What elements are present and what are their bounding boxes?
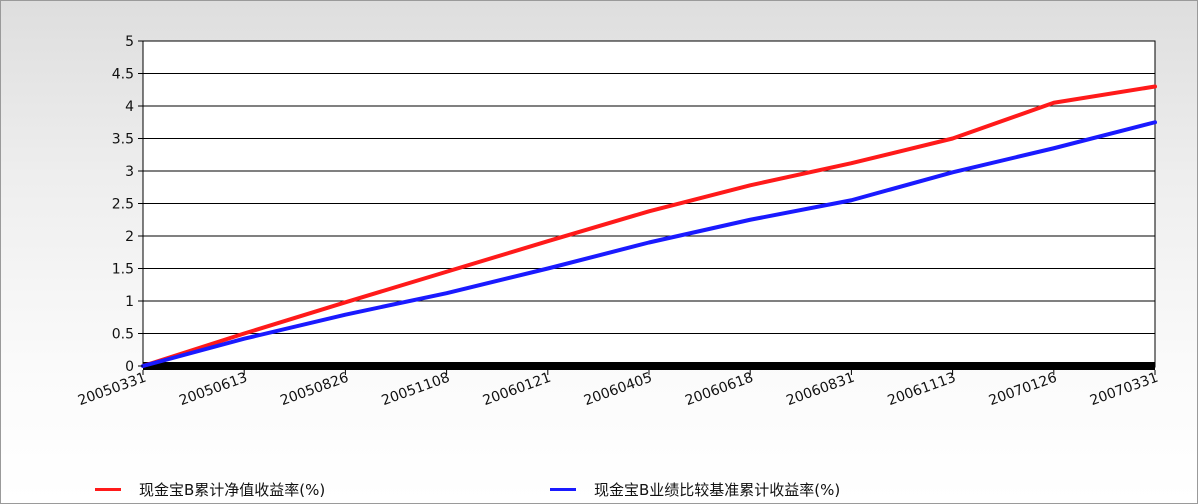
x-tick-label: 20060831 [784, 370, 856, 409]
x-tick-label: 20050613 [177, 370, 249, 409]
data-point-s1-7 [850, 162, 853, 165]
y-tick-label: 4.5 [112, 67, 134, 83]
data-point-s1-3 [445, 270, 448, 273]
legend-item-2: 现金宝B业绩比较基准累计收益率(%) [550, 478, 840, 500]
data-point-s2-6 [749, 218, 752, 221]
x-tick-label: 20060121 [481, 370, 553, 409]
x-tick-label: 20060405 [582, 370, 654, 409]
legend-swatch-blue [550, 488, 576, 491]
x-tick-label: 20050826 [278, 370, 351, 409]
legend-label-2: 现金宝B业绩比较基准累计收益率(%) [594, 479, 840, 500]
legend-label-1: 现金宝B累计净值收益率(%) [139, 479, 325, 500]
data-point-s1-6 [749, 184, 752, 187]
y-tick-label: 4 [125, 99, 134, 115]
y-tick-label: 0.5 [112, 327, 134, 343]
y-tick-label: 2.5 [112, 197, 134, 213]
data-point-s1-5 [648, 210, 651, 213]
x-tick-label: 20060618 [683, 370, 755, 409]
y-tick-label: 5 [125, 34, 134, 50]
data-point-s2-2 [344, 313, 347, 316]
data-point-s2-5 [648, 241, 651, 244]
y-tick-label: 2 [125, 229, 134, 245]
y-tick-label: 1 [125, 294, 134, 310]
data-point-s2-1 [243, 337, 246, 340]
data-point-s2-4 [546, 267, 549, 270]
data-point-s1-2 [344, 301, 347, 304]
data-point-s2-10 [1154, 121, 1157, 124]
data-point-s2-7 [850, 199, 853, 202]
x-tick-label: 20061113 [886, 370, 958, 409]
data-point-s1-9 [1052, 101, 1055, 104]
legend-swatch-red [95, 488, 121, 491]
data-point-s1-10 [1154, 85, 1157, 88]
data-point-s1-1 [243, 332, 246, 335]
x-axis-bar [143, 362, 1155, 370]
x-tick-label: 20070126 [987, 370, 1060, 409]
x-tick-label: 20051108 [380, 370, 452, 409]
y-tick-label: 1.5 [112, 262, 134, 278]
data-point-s2-8 [951, 171, 954, 174]
y-tick-label: 3.5 [112, 132, 134, 148]
data-point-s1-8 [951, 137, 954, 140]
y-tick-label: 3 [125, 164, 134, 180]
legend-item-1: 现金宝B累计净值收益率(%) [95, 478, 325, 500]
data-point-s2-9 [1052, 147, 1055, 150]
x-tick-label: 20070331 [1088, 370, 1160, 409]
x-tick-label: 20050331 [76, 370, 148, 409]
data-point-s2-3 [445, 292, 448, 295]
data-point-s1-4 [546, 240, 549, 243]
